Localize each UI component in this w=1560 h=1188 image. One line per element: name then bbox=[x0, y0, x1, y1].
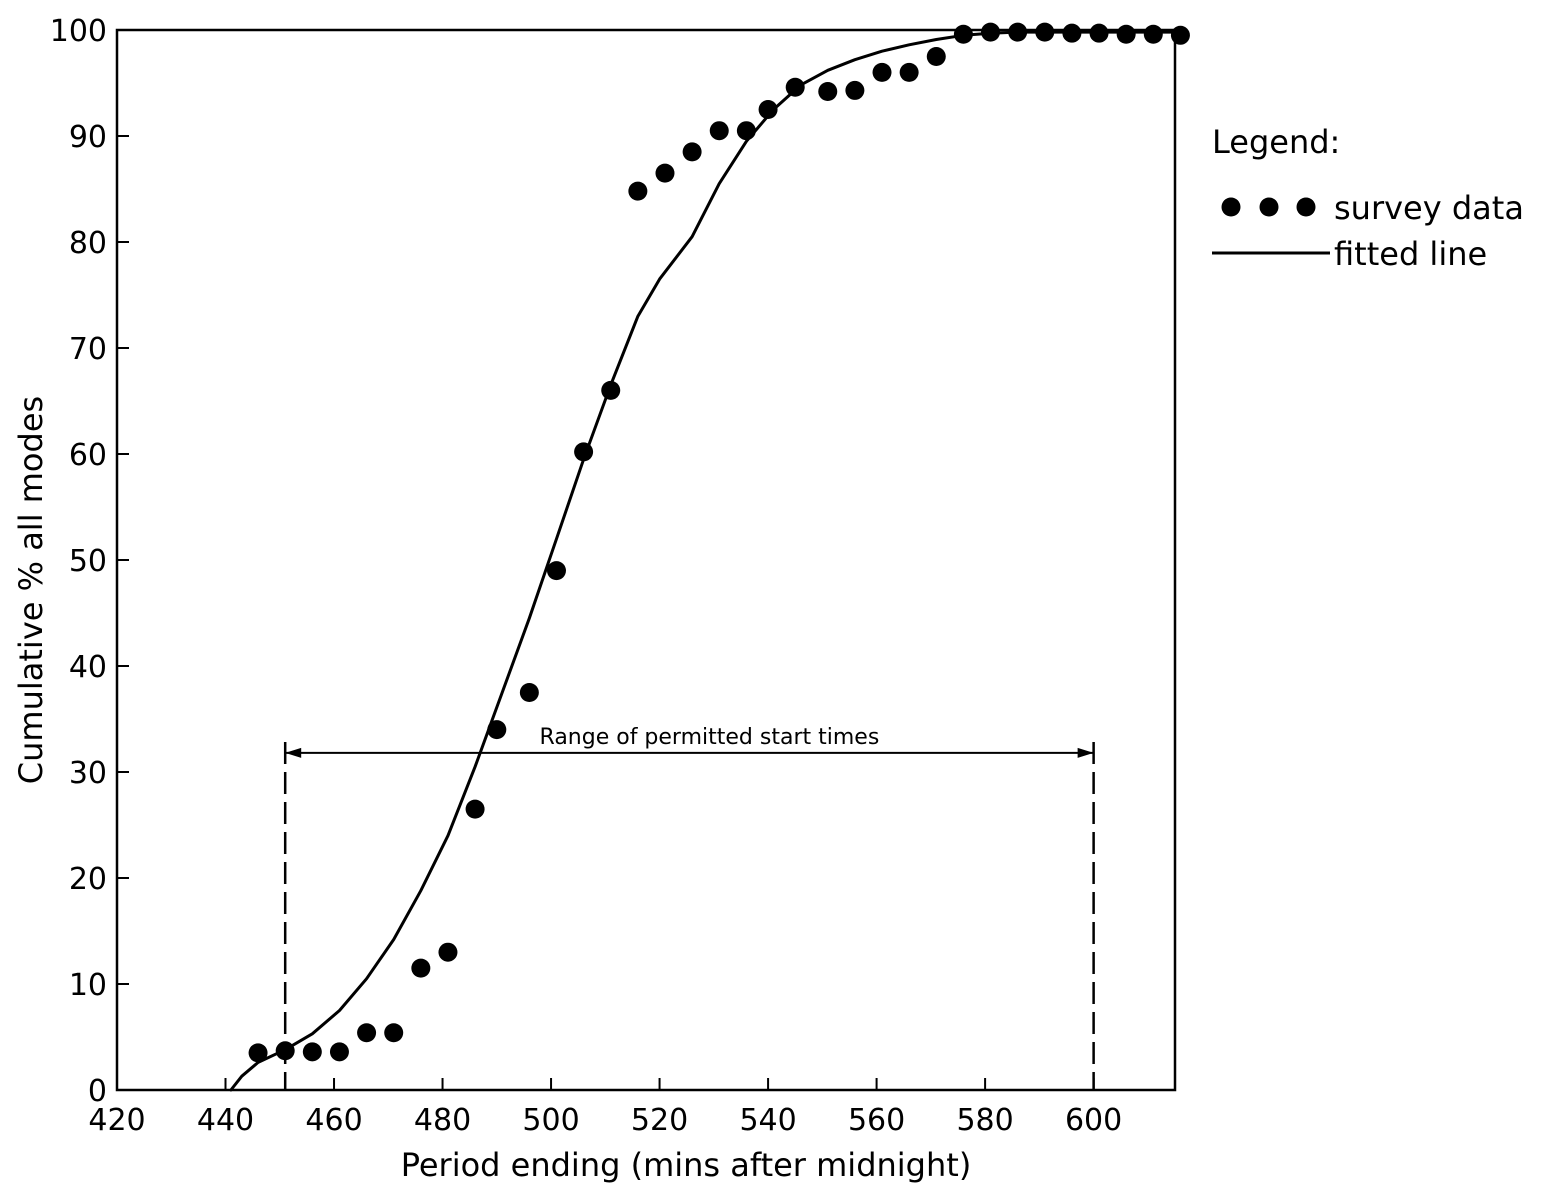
y-tick-label: 60 bbox=[69, 438, 107, 473]
survey-data-point bbox=[818, 81, 838, 101]
survey-data-point bbox=[1143, 24, 1163, 44]
x-tick-label: 460 bbox=[305, 1103, 362, 1138]
x-tick-label: 480 bbox=[414, 1103, 471, 1138]
range-annotation-label: Range of permitted start times bbox=[540, 725, 880, 750]
survey-data-point bbox=[872, 62, 892, 82]
x-tick-label: 440 bbox=[197, 1103, 254, 1138]
survey-data-point bbox=[1008, 22, 1028, 42]
survey-points-layer bbox=[248, 22, 1190, 1063]
survey-data-point bbox=[709, 121, 729, 141]
survey-data-point bbox=[275, 1041, 295, 1061]
annotation-layer: Range of permitted start times bbox=[283, 725, 1095, 1090]
survey-data-point bbox=[329, 1042, 349, 1062]
survey-data-point bbox=[655, 163, 675, 183]
y-tick-label: 30 bbox=[69, 756, 107, 791]
y-tick-label: 40 bbox=[69, 650, 107, 685]
legend: Legend: survey data fitted line bbox=[1212, 123, 1524, 273]
survey-data-point bbox=[981, 22, 1001, 42]
x-tick-label: 540 bbox=[739, 1103, 796, 1138]
survey-data-point bbox=[601, 380, 621, 400]
range-arrowhead-left bbox=[285, 747, 302, 758]
legend-label-fitted-line: fitted line bbox=[1334, 235, 1487, 273]
legend-dot-marker bbox=[1296, 197, 1316, 217]
x-tick-label: 520 bbox=[631, 1103, 688, 1138]
y-tick-label: 20 bbox=[69, 862, 107, 897]
survey-data-point bbox=[1062, 23, 1082, 43]
fitted-line bbox=[229, 30, 1177, 1092]
fitted-line-layer bbox=[229, 30, 1177, 1092]
survey-data-point bbox=[926, 47, 946, 66]
x-tick-label: 600 bbox=[1065, 1103, 1122, 1138]
x-tick-label: 580 bbox=[956, 1103, 1013, 1138]
survey-data-point bbox=[682, 142, 702, 162]
legend-dot-marker bbox=[1259, 197, 1279, 217]
survey-data-point bbox=[628, 181, 648, 201]
x-axis-title: Period ending (mins after midnight) bbox=[401, 1146, 972, 1184]
y-axis-title: Cumulative % all modes bbox=[12, 396, 50, 784]
survey-data-point bbox=[845, 80, 865, 100]
survey-data-point bbox=[1035, 22, 1055, 42]
survey-data-point bbox=[438, 942, 458, 962]
survey-data-point bbox=[1116, 24, 1136, 44]
survey-data-point bbox=[357, 1023, 377, 1043]
range-arrowhead-right bbox=[1077, 747, 1094, 758]
survey-data-point bbox=[384, 1023, 404, 1043]
survey-data-point bbox=[248, 1043, 268, 1063]
survey-data-point bbox=[1089, 23, 1109, 43]
survey-data-point bbox=[899, 62, 919, 82]
survey-data-point bbox=[758, 100, 778, 119]
y-tick-label: 50 bbox=[69, 544, 107, 579]
legend-label-survey-data: survey data bbox=[1334, 189, 1524, 227]
survey-data-point bbox=[574, 442, 594, 462]
survey-data-point bbox=[302, 1042, 322, 1062]
x-tick-label: 420 bbox=[88, 1103, 145, 1138]
y-tick-label: 70 bbox=[69, 332, 107, 367]
survey-data-point bbox=[487, 720, 507, 740]
axes-layer: 420 440 460 480 500 520 540 560 580 600 0 10 20 30 40 5… bbox=[50, 14, 1177, 1138]
x-tick-label: 560 bbox=[848, 1103, 905, 1138]
legend-dot-marker bbox=[1221, 197, 1241, 217]
survey-data-point bbox=[546, 561, 566, 581]
survey-data-point bbox=[785, 77, 805, 97]
legend-title: Legend: bbox=[1212, 123, 1340, 161]
survey-data-point bbox=[465, 799, 485, 819]
survey-data-point bbox=[736, 121, 756, 141]
y-tick-label: 10 bbox=[69, 968, 107, 1003]
survey-data-point bbox=[953, 24, 973, 44]
y-tick-label: 90 bbox=[69, 120, 107, 155]
y-tick-label: 100 bbox=[50, 14, 107, 49]
y-tick-label: 0 bbox=[88, 1074, 107, 1109]
survey-data-point bbox=[411, 958, 431, 978]
survey-data-point bbox=[1170, 25, 1190, 45]
y-tick-label: 80 bbox=[69, 226, 107, 261]
survey-data-point bbox=[519, 683, 539, 702]
x-tick-label: 500 bbox=[522, 1103, 579, 1138]
